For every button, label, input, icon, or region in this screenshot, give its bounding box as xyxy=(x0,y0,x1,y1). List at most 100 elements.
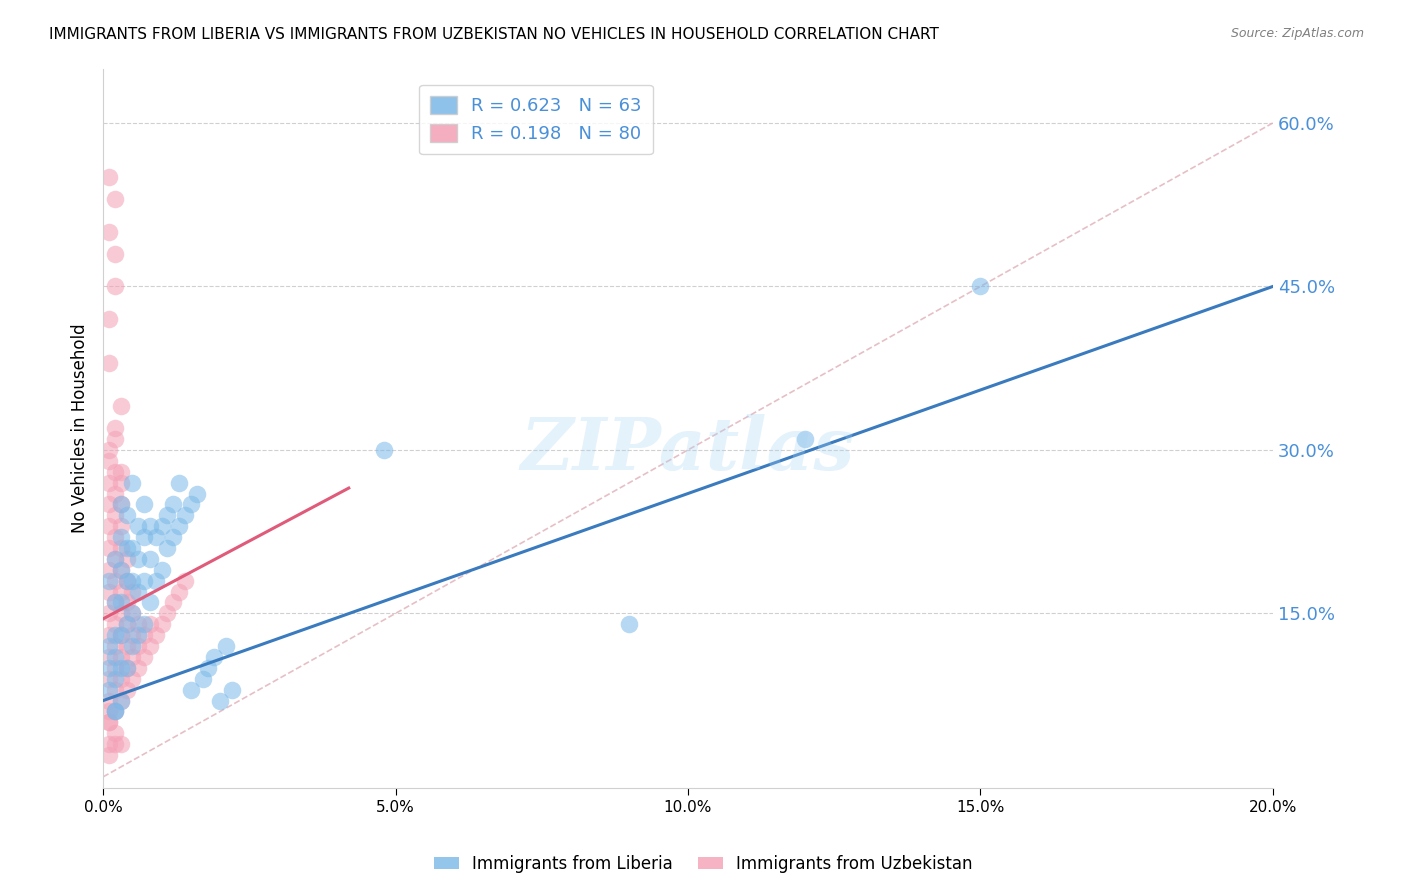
Point xyxy=(104,705,127,719)
Point xyxy=(98,312,121,326)
Point xyxy=(209,693,232,707)
Point xyxy=(104,508,127,523)
Point xyxy=(139,552,162,566)
Point xyxy=(180,682,202,697)
Point xyxy=(115,661,138,675)
Point xyxy=(110,519,132,533)
Point xyxy=(145,530,167,544)
Point xyxy=(127,639,149,653)
Point xyxy=(98,170,121,185)
Point xyxy=(104,595,127,609)
Point xyxy=(104,530,127,544)
Point xyxy=(110,475,132,490)
Point xyxy=(104,421,127,435)
Point xyxy=(127,552,149,566)
Point xyxy=(104,661,127,675)
Point xyxy=(202,650,225,665)
Point xyxy=(104,247,127,261)
Point xyxy=(110,693,132,707)
Point xyxy=(98,650,121,665)
Point xyxy=(174,574,197,588)
Point xyxy=(167,584,190,599)
Point xyxy=(139,617,162,632)
Point xyxy=(121,475,143,490)
Point xyxy=(110,563,132,577)
Point xyxy=(104,432,127,446)
Point xyxy=(98,737,121,751)
Point xyxy=(98,541,121,555)
Point xyxy=(98,672,121,686)
Point xyxy=(110,497,132,511)
Point xyxy=(115,574,138,588)
Point xyxy=(98,475,121,490)
Point xyxy=(115,552,138,566)
Point xyxy=(104,552,127,566)
Point xyxy=(127,661,149,675)
Point xyxy=(110,607,132,621)
Point xyxy=(104,595,127,609)
Point xyxy=(156,508,179,523)
Point xyxy=(191,672,214,686)
Point xyxy=(110,400,132,414)
Point xyxy=(98,693,121,707)
Point xyxy=(104,279,127,293)
Point xyxy=(104,486,127,500)
Point xyxy=(98,497,121,511)
Text: Source: ZipAtlas.com: Source: ZipAtlas.com xyxy=(1230,27,1364,40)
Point xyxy=(98,715,121,730)
Point xyxy=(104,726,127,740)
Point xyxy=(162,595,184,609)
Point xyxy=(132,530,155,544)
Point xyxy=(145,628,167,642)
Point xyxy=(121,628,143,642)
Point xyxy=(150,563,173,577)
Point xyxy=(104,737,127,751)
Point xyxy=(104,682,127,697)
Point xyxy=(115,595,138,609)
Point xyxy=(156,541,179,555)
Point xyxy=(110,595,132,609)
Point xyxy=(115,541,138,555)
Point xyxy=(104,617,127,632)
Point xyxy=(110,465,132,479)
Point xyxy=(139,639,162,653)
Point xyxy=(110,628,132,642)
Point xyxy=(110,563,132,577)
Point xyxy=(127,584,149,599)
Point xyxy=(150,617,173,632)
Point xyxy=(115,661,138,675)
Point xyxy=(121,607,143,621)
Point xyxy=(110,672,132,686)
Point xyxy=(110,497,132,511)
Point xyxy=(969,279,991,293)
Point xyxy=(127,519,149,533)
Point xyxy=(373,442,395,457)
Point xyxy=(127,628,149,642)
Point xyxy=(156,607,179,621)
Point xyxy=(98,454,121,468)
Legend: Immigrants from Liberia, Immigrants from Uzbekistan: Immigrants from Liberia, Immigrants from… xyxy=(427,848,979,880)
Point xyxy=(132,650,155,665)
Point xyxy=(110,737,132,751)
Point xyxy=(115,639,138,653)
Point xyxy=(215,639,238,653)
Point xyxy=(98,442,121,457)
Point xyxy=(115,508,138,523)
Point xyxy=(98,519,121,533)
Point xyxy=(98,705,121,719)
Point xyxy=(110,650,132,665)
Point xyxy=(110,541,132,555)
Point xyxy=(98,715,121,730)
Point xyxy=(197,661,219,675)
Point xyxy=(132,497,155,511)
Point xyxy=(121,672,143,686)
Point xyxy=(162,530,184,544)
Point xyxy=(110,628,132,642)
Point xyxy=(221,682,243,697)
Point xyxy=(132,574,155,588)
Point xyxy=(121,584,143,599)
Point xyxy=(98,356,121,370)
Point xyxy=(104,705,127,719)
Point xyxy=(98,661,121,675)
Point xyxy=(145,574,167,588)
